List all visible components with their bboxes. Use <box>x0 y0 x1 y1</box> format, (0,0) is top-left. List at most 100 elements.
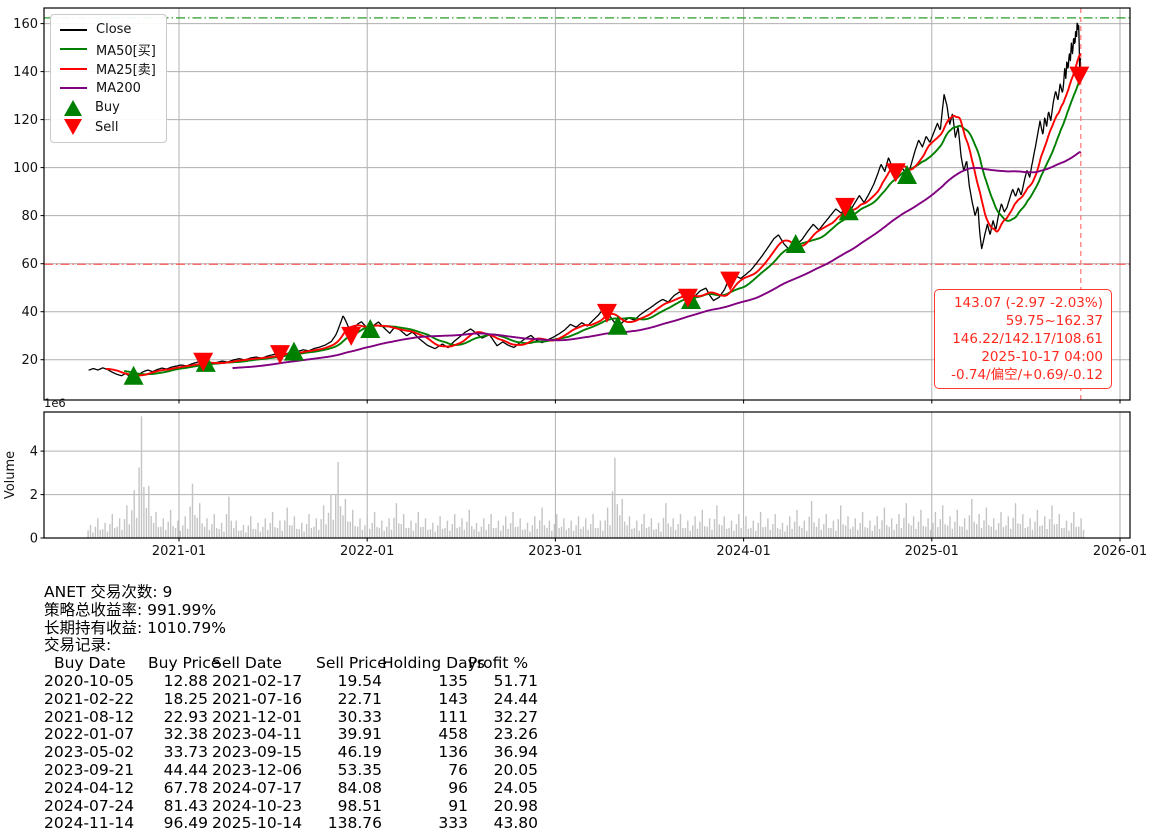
trade-cell: 51.71 <box>493 671 538 690</box>
y-tick-labels: 20 40 60 80 100 120 140 160 <box>13 17 38 368</box>
trade-cell: 91 <box>448 796 468 815</box>
trade-cell: 76 <box>448 760 468 779</box>
svg-text:140: 140 <box>13 65 38 80</box>
annotation-line-1: 59.75~162.37 <box>1005 313 1103 329</box>
legend-label: MA25[卖] <box>96 63 156 79</box>
legend-item-5: Sell <box>60 118 156 138</box>
x-tick-labels: 2021-01 2022-01 2023-01 2024-01 2025-01 2026-… <box>152 544 1147 559</box>
trade-cell: 22.93 <box>163 707 208 726</box>
sell-triangle-icon <box>64 119 82 136</box>
price-plot-border <box>43 7 1131 401</box>
trade-cell: 2020-10-05 <box>44 671 135 690</box>
svg-text:2: 2 <box>30 488 38 503</box>
annotation-line-2: 146.22/142.17/108.61 <box>952 331 1103 347</box>
trade-cell: 18.25 <box>163 689 208 708</box>
annotation-line-4: -0.74/偏空/+0.69/-0.12 <box>951 367 1103 383</box>
trade-cell: 84.08 <box>337 778 382 797</box>
buy-markers <box>123 165 918 385</box>
strategy-return-line: 策略总收益率: 991.99% <box>44 600 217 619</box>
trade-row: 2024-11-14 96.49 2025-10-14 138.76 333 43.80 <box>44 815 538 833</box>
svg-text:2024-01: 2024-01 <box>716 544 770 559</box>
svg-text:60: 60 <box>21 257 38 272</box>
trade-cell: 20.05 <box>493 760 538 779</box>
legend-label: MA200 <box>96 80 141 96</box>
annotation-line-3: 2025-10-17 04:00 <box>981 349 1103 365</box>
svg-text:2021-01: 2021-01 <box>152 544 206 559</box>
volume-scale-label: 1e6 <box>44 396 66 410</box>
trade-cell: 2021-12-01 <box>212 707 303 726</box>
trade-cell: 20.98 <box>493 796 538 815</box>
price-annotation-box: 143.07 (-2.97 -2.03%) 59.75~162.37 146.22/… <box>934 289 1112 389</box>
legend-label: Buy <box>95 100 120 116</box>
trade-cell: 23.26 <box>493 725 538 744</box>
trade-cell: 2025-10-14 <box>212 814 303 833</box>
annotation-line-0: 143.07 (-2.97 -2.03%) <box>953 295 1103 311</box>
volume-bars <box>87 416 1085 538</box>
axis-ticks <box>40 23 1121 542</box>
trade-cell: 53.35 <box>337 760 382 779</box>
trade-cell: 2023-04-11 <box>212 725 303 744</box>
ma200-line <box>232 150 1082 370</box>
trades-header-cell: Profit % <box>468 654 529 673</box>
trade-cell: 24.44 <box>493 689 538 708</box>
svg-text:40: 40 <box>21 305 38 320</box>
legend-item-3: MA200 <box>60 79 156 99</box>
trade-cell: 96.49 <box>163 814 208 833</box>
trade-cell: 98.51 <box>337 796 382 815</box>
legend-line-swatch <box>60 87 87 90</box>
trade-row: 2023-05-02 33.73 2023-09-15 46.19 136 36.94 <box>44 743 538 762</box>
trade-row: 2023-09-21 44.44 2023-12-06 53.35 76 20.05 <box>44 760 538 780</box>
svg-text:0: 0 <box>30 532 38 547</box>
svg-text:2025-01: 2025-01 <box>905 544 959 559</box>
legend-item-4: Buy <box>60 98 156 118</box>
trade-cell: 2024-07-24 <box>44 796 135 815</box>
trades-table: Buy Date Buy Price Sell Date Sell Price Hold… <box>44 654 538 833</box>
strategy-report: ANET 交易次数: 9 策略总收益率: 991.99% 长期持有收益: 101… <box>44 583 538 833</box>
trade-cell: 2021-02-22 <box>44 689 135 708</box>
svg-text:120: 120 <box>13 113 38 128</box>
trade-cell: 39.91 <box>337 725 382 744</box>
trade-cell: 44.44 <box>163 760 208 779</box>
svg-text:160: 160 <box>13 17 38 32</box>
trade-cell: 2023-05-02 <box>44 743 135 762</box>
legend-label: Sell <box>95 119 119 135</box>
trades-header-row: Buy Date Buy Price Sell Date Sell Price Hold… <box>44 654 538 673</box>
trades-header-cell: Sell Date <box>212 654 282 673</box>
trade-cell: 2021-07-16 <box>212 689 303 708</box>
trade-row: 2021-08-12 22.93 2021-12-01 30.33 111 32.27 <box>44 707 538 727</box>
trade-cell: 458 <box>438 725 468 744</box>
legend-item-2: MA25[卖] <box>60 59 156 79</box>
trade-row: 2020-10-05 12.88 2021-02-17 19.54 135 51.71 <box>44 671 538 691</box>
trade-cell: 67.78 <box>163 778 208 797</box>
trade-cell: 2022-01-07 <box>44 725 135 744</box>
trade-row: 2022-01-07 32.38 2023-04-11 39.91 458 23.26 <box>44 726 538 744</box>
trade-cell: 143 <box>438 689 468 708</box>
svg-text:2022-01: 2022-01 <box>340 544 394 559</box>
trade-record-title: 交易记录: <box>44 636 112 655</box>
trade-cell: 30.33 <box>337 707 382 726</box>
legend-item-0: Close <box>60 20 156 40</box>
trade-cell: 24.05 <box>493 778 538 797</box>
volume-plot-border <box>43 411 1131 539</box>
legend-item-1: MA50[买] <box>60 40 156 60</box>
trade-cell: 2024-04-12 <box>44 778 135 797</box>
trade-cell: 135 <box>438 671 468 690</box>
trade-cell: 333 <box>438 814 468 833</box>
hold-return-line: 长期持有收益: 1010.79% <box>44 618 226 637</box>
svg-text:2026-01: 2026-01 <box>1093 544 1147 559</box>
trade-cell: 2023-09-21 <box>44 760 135 779</box>
sell-markers <box>193 66 1090 372</box>
trade-cell: 32.38 <box>163 725 208 744</box>
trade-count-line: ANET 交易次数: 9 <box>44 583 173 601</box>
trade-cell: 2021-08-12 <box>44 707 135 726</box>
trade-cell: 2024-07-17 <box>212 778 303 797</box>
trade-cell: 111 <box>438 707 468 726</box>
chart-legend: Close MA50[买] MA25[卖] MA200 Buy Sell <box>50 14 167 143</box>
legend-line-swatch <box>60 28 87 31</box>
trade-cell: 2024-11-14 <box>44 814 135 833</box>
trade-cell: 19.54 <box>337 671 382 690</box>
trade-cell: 33.73 <box>163 743 208 762</box>
trades-header-cell: Buy Price <box>148 654 221 673</box>
trade-row: 2024-07-24 81.43 2024-10-23 98.51 91 20.98 <box>44 796 538 816</box>
